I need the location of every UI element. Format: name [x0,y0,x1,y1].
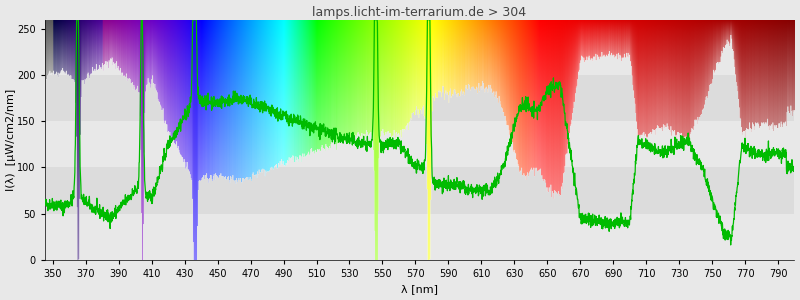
Title: lamps.licht-im-terrarium.de > 304: lamps.licht-im-terrarium.de > 304 [313,6,526,19]
X-axis label: λ [nm]: λ [nm] [401,284,438,294]
Y-axis label: I(λ)  [µW/cm2/nm]: I(λ) [µW/cm2/nm] [6,89,15,191]
Bar [45,75,794,121]
Bar [45,167,794,214]
Bar [45,214,794,260]
Bar [45,20,794,29]
Bar [45,121,794,167]
Bar [45,29,794,75]
